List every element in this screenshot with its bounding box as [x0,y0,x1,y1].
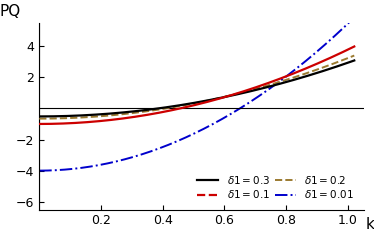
X-axis label: k: k [366,217,374,232]
Legend: $\delta1=0.3$, $\delta1=0.1$, $\delta1=0.2$, $\delta1=0.01$: $\delta1=0.3$, $\delta1=0.1$, $\delta1=0… [193,170,358,204]
Text: PQ: PQ [0,4,21,19]
